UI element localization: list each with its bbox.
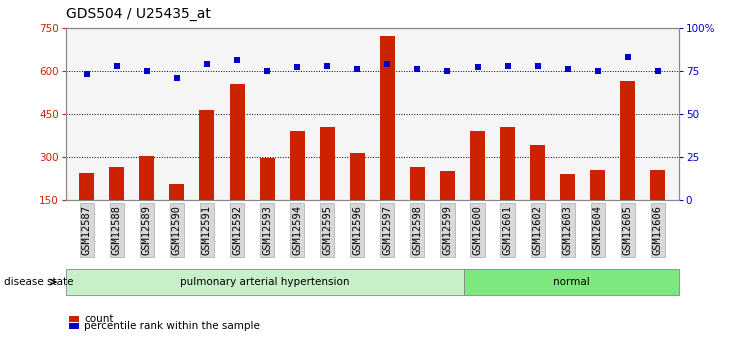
Point: [111, 63, 123, 68]
Bar: [380, 36, 395, 243]
Point: [81, 71, 93, 77]
Bar: [410, 167, 425, 243]
Bar: [620, 81, 635, 243]
Point: [652, 68, 664, 73]
Bar: [560, 174, 575, 243]
Point: [201, 61, 213, 67]
Bar: [290, 131, 304, 243]
Point: [382, 61, 393, 67]
Bar: [470, 131, 485, 243]
Bar: [110, 167, 124, 243]
Point: [502, 63, 513, 68]
Point: [531, 63, 543, 68]
Point: [592, 68, 604, 73]
Point: [622, 54, 634, 60]
Bar: [500, 127, 515, 243]
Point: [562, 66, 574, 72]
Text: GDS504 / U25435_at: GDS504 / U25435_at: [66, 7, 210, 21]
Point: [291, 65, 303, 70]
Text: count: count: [84, 314, 113, 324]
Bar: [139, 156, 154, 243]
Point: [321, 63, 333, 68]
Bar: [591, 170, 605, 243]
Bar: [440, 171, 455, 243]
Bar: [229, 84, 245, 243]
Bar: [80, 173, 94, 243]
Bar: [320, 127, 335, 243]
Point: [171, 75, 182, 80]
Point: [231, 58, 243, 63]
Text: normal: normal: [553, 277, 590, 287]
Text: percentile rank within the sample: percentile rank within the sample: [84, 321, 260, 331]
Bar: [260, 158, 274, 243]
Bar: [530, 146, 545, 243]
Text: pulmonary arterial hypertension: pulmonary arterial hypertension: [180, 277, 350, 287]
Bar: [169, 184, 185, 243]
Point: [351, 66, 363, 72]
Bar: [350, 152, 365, 243]
Point: [141, 68, 153, 73]
Point: [261, 68, 273, 73]
Point: [442, 68, 453, 73]
Bar: [650, 170, 665, 243]
Point: [412, 66, 423, 72]
Point: [472, 65, 483, 70]
Bar: [199, 110, 215, 243]
Text: disease state: disease state: [4, 277, 73, 287]
